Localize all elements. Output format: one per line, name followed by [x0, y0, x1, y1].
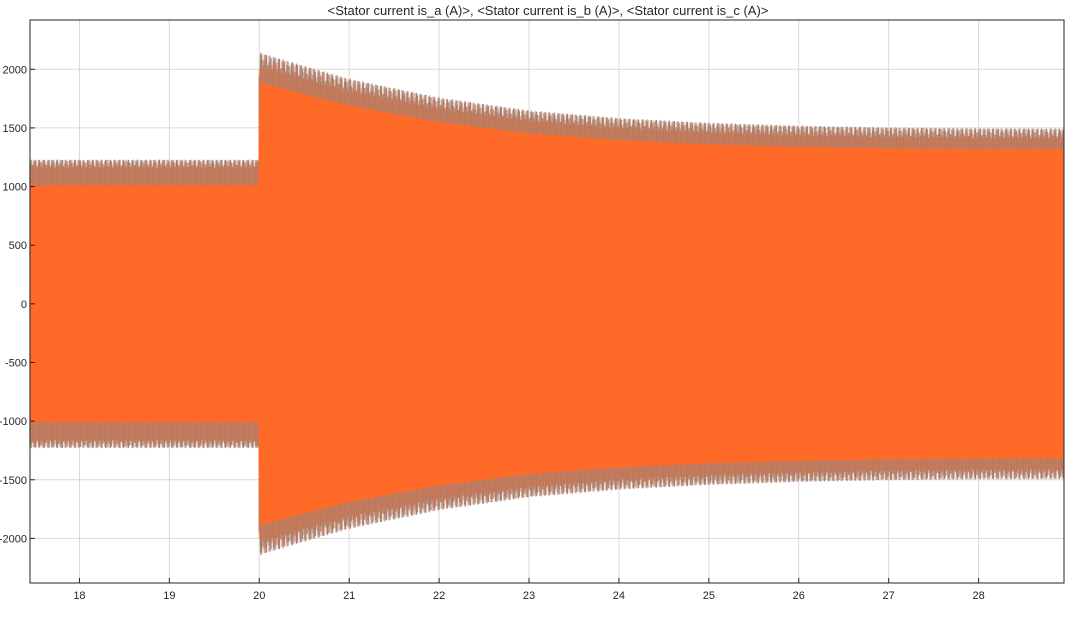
- axes-box: [29, 19, 1065, 584]
- x-tick-label: 24: [613, 590, 625, 602]
- y-axis-ticks: -2000 -1500 -1000 -500 0 500 1000 1500 2000: [0, 64, 35, 545]
- x-axis-ticks: 18 19 20 21 22 23 24 25 26 27 28: [73, 578, 985, 602]
- y-tick-label: 2000: [3, 64, 27, 76]
- chart-title: <Stator current is_a (A)>, <Stator curre…: [328, 3, 769, 18]
- x-tick-label: 19: [163, 590, 175, 602]
- y-tick-label: -500: [5, 357, 27, 369]
- y-tick-label: 500: [9, 240, 27, 252]
- y-tick-label: 0: [21, 299, 27, 311]
- x-tick-label: 25: [703, 590, 715, 602]
- x-tick-label: 23: [523, 590, 535, 602]
- x-tick-label: 21: [343, 590, 355, 602]
- x-tick-label: 20: [253, 590, 265, 602]
- x-tick-label: 28: [972, 590, 984, 602]
- signal-traces: [29, 52, 1064, 556]
- y-tick-label: -1000: [0, 416, 27, 428]
- y-tick-label: 1000: [3, 182, 27, 194]
- signal-core-band: [30, 82, 1064, 526]
- x-tick-label: 26: [793, 590, 805, 602]
- y-tick-label: 1500: [3, 123, 27, 135]
- x-tick-label: 22: [433, 590, 445, 602]
- x-tick-label: 27: [883, 590, 895, 602]
- x-tick-label: 18: [73, 590, 85, 602]
- y-tick-label: -1500: [0, 475, 27, 487]
- y-tick-label: -2000: [0, 533, 27, 545]
